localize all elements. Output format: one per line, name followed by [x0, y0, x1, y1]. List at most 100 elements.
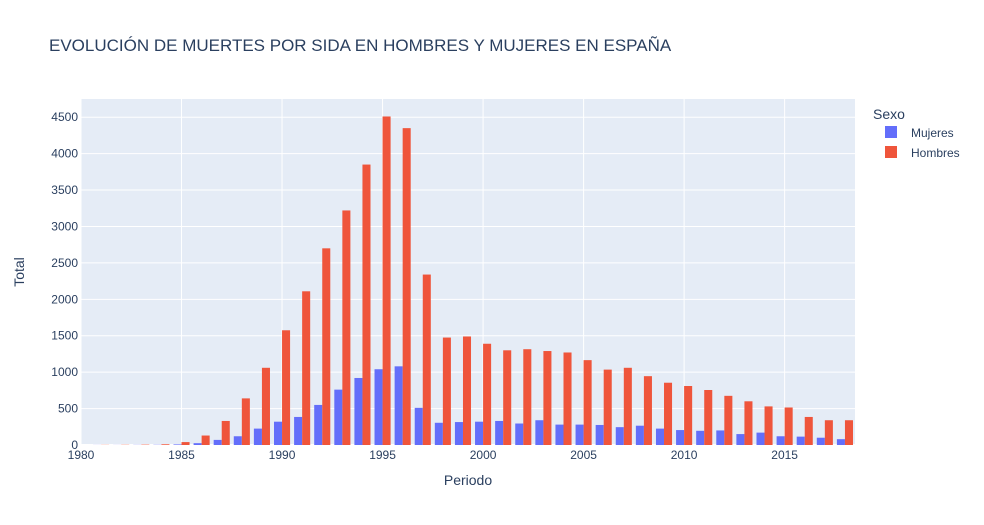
- bar-mujeres-1988[interactable]: [233, 436, 242, 445]
- bar-mujeres-2011[interactable]: [696, 430, 705, 445]
- legend-swatch-mujeres: [885, 126, 897, 138]
- bar-hombres-2012[interactable]: [724, 395, 733, 445]
- legend-item-hombres[interactable]: Hombres: [885, 146, 960, 160]
- y-tick-label: 4500: [51, 110, 78, 124]
- bar-mujeres-1995[interactable]: [374, 369, 383, 445]
- bar-hombres-2001[interactable]: [503, 350, 512, 445]
- bar-mujeres-1999[interactable]: [454, 422, 463, 445]
- x-tick-label: 2010: [671, 448, 698, 462]
- bar-mujeres-1989[interactable]: [253, 428, 262, 445]
- bar-hombres-1988[interactable]: [241, 398, 250, 445]
- bar-mujeres-1987[interactable]: [213, 439, 222, 445]
- bar-hombres-2010[interactable]: [684, 385, 693, 445]
- bar-mujeres-1997[interactable]: [414, 407, 423, 445]
- bar-mujeres-1986[interactable]: [193, 443, 202, 445]
- bar-mujeres-1985[interactable]: [173, 444, 182, 445]
- bar-mujeres-2013[interactable]: [736, 434, 745, 445]
- bar-mujeres-2010[interactable]: [676, 430, 685, 445]
- bar-hombres-2006[interactable]: [603, 369, 612, 445]
- y-tick-label: 500: [58, 402, 78, 416]
- bar-hombres-1996[interactable]: [402, 128, 411, 445]
- bar-mujeres-1990[interactable]: [273, 421, 283, 445]
- bar-mujeres-2006[interactable]: [595, 424, 604, 445]
- bar-hombres-2018[interactable]: [844, 420, 853, 445]
- bar-hombres-1995[interactable]: [382, 116, 391, 445]
- bar-mujeres-2017[interactable]: [816, 437, 825, 445]
- bar-hombres-1997[interactable]: [422, 274, 431, 445]
- y-tick-label: 2500: [51, 256, 78, 270]
- x-tick-label: 2005: [570, 448, 597, 462]
- bar-mujeres-2018[interactable]: [836, 439, 845, 445]
- bar-mujeres-2014[interactable]: [756, 432, 765, 445]
- bar-mujeres-1993[interactable]: [334, 389, 343, 445]
- bar-hombres-1992[interactable]: [322, 248, 331, 445]
- x-tick-label: 1995: [369, 448, 396, 462]
- bar-mujeres-2003[interactable]: [535, 420, 544, 445]
- bar-mujeres-1994[interactable]: [354, 377, 363, 445]
- bar-mujeres-2009[interactable]: [655, 428, 665, 445]
- bar-hombres-2009[interactable]: [664, 382, 673, 445]
- legend-swatch-hombres: [885, 146, 897, 158]
- x-tick-label: 1985: [168, 448, 195, 462]
- y-tick-label: 4000: [51, 147, 78, 161]
- bar-hombres-2004[interactable]: [563, 352, 572, 445]
- bar-hombres-2011[interactable]: [704, 390, 713, 445]
- x-tick-label: 2015: [771, 448, 798, 462]
- x-axis-title: Periodo: [444, 472, 492, 488]
- y-tick-label: 0: [71, 438, 78, 452]
- x-tick-label: 1990: [269, 448, 296, 462]
- bar-hombres-2005[interactable]: [583, 360, 592, 445]
- legend-label-mujeres: Mujeres: [911, 126, 954, 140]
- bar-hombres-2003[interactable]: [543, 351, 552, 445]
- bar-mujeres-2001[interactable]: [495, 420, 504, 445]
- bar-hombres-1985[interactable]: [181, 442, 190, 445]
- bar-hombres-1994[interactable]: [362, 164, 371, 445]
- y-tick-label: 1000: [51, 365, 78, 379]
- bar-mujeres-1992[interactable]: [314, 404, 323, 445]
- legend-item-mujeres[interactable]: Mujeres: [885, 126, 954, 140]
- bar-hombres-1998[interactable]: [442, 337, 451, 445]
- bar-hombres-1987[interactable]: [221, 420, 230, 445]
- bar-hombres-1999[interactable]: [462, 336, 472, 445]
- bar-hombres-2015[interactable]: [784, 407, 793, 445]
- bar-hombres-2016[interactable]: [804, 416, 813, 445]
- bar-mujeres-1991[interactable]: [294, 416, 303, 445]
- x-axis-ticks: 1980 1985 1990 1995 2000 2005 2010 2015: [68, 448, 799, 462]
- bar-mujeres-2007[interactable]: [615, 427, 624, 445]
- chart-title: EVOLUCIÓN DE MUERTES POR SIDA EN HOMBRES…: [49, 36, 672, 55]
- legend-label-hombres: Hombres: [911, 146, 960, 160]
- bar-mujeres-2005[interactable]: [575, 424, 584, 445]
- bar-mujeres-2015[interactable]: [776, 436, 785, 445]
- bar-hombres-2014[interactable]: [764, 406, 773, 445]
- y-axis-ticks: 0 500 1000 1500 2000 2500 3000 3500 4000 4500: [51, 110, 78, 452]
- bar-hombres-2000[interactable]: [483, 343, 492, 445]
- bar-hombres-1993[interactable]: [342, 210, 351, 445]
- bar-hombres-1986[interactable]: [201, 435, 210, 445]
- bar-hombres-1984[interactable]: [161, 444, 170, 445]
- bar-hombres-2017[interactable]: [824, 420, 833, 445]
- bar-mujeres-2002[interactable]: [515, 423, 524, 445]
- bar-mujeres-2012[interactable]: [716, 430, 725, 445]
- bar-hombres-1991[interactable]: [302, 291, 311, 445]
- bar-mujeres-2016[interactable]: [796, 436, 805, 445]
- x-tick-label: 2000: [470, 448, 497, 462]
- bar-hombres-2002[interactable]: [523, 349, 532, 445]
- y-tick-label: 2000: [51, 292, 78, 306]
- legend[interactable]: Sexo Mujeres Hombres: [873, 106, 960, 160]
- y-axis-title: Total: [11, 257, 27, 287]
- y-tick-label: 1500: [51, 329, 78, 343]
- bar-mujeres-1996[interactable]: [394, 366, 403, 445]
- legend-title: Sexo: [873, 106, 905, 122]
- bar-hombres-2008[interactable]: [643, 376, 652, 445]
- bars[interactable]: [93, 116, 853, 445]
- bar-hombres-2007[interactable]: [623, 367, 632, 445]
- bar-hombres-2013[interactable]: [744, 401, 753, 445]
- bar-mujeres-1998[interactable]: [434, 422, 443, 445]
- y-tick-label: 3000: [51, 219, 78, 233]
- bar-mujeres-2000[interactable]: [475, 421, 484, 445]
- bar-mujeres-2008[interactable]: [635, 425, 644, 445]
- bar-mujeres-2004[interactable]: [555, 424, 564, 445]
- bar-hombres-1989[interactable]: [261, 367, 270, 445]
- bar-hombres-1990[interactable]: [282, 330, 291, 445]
